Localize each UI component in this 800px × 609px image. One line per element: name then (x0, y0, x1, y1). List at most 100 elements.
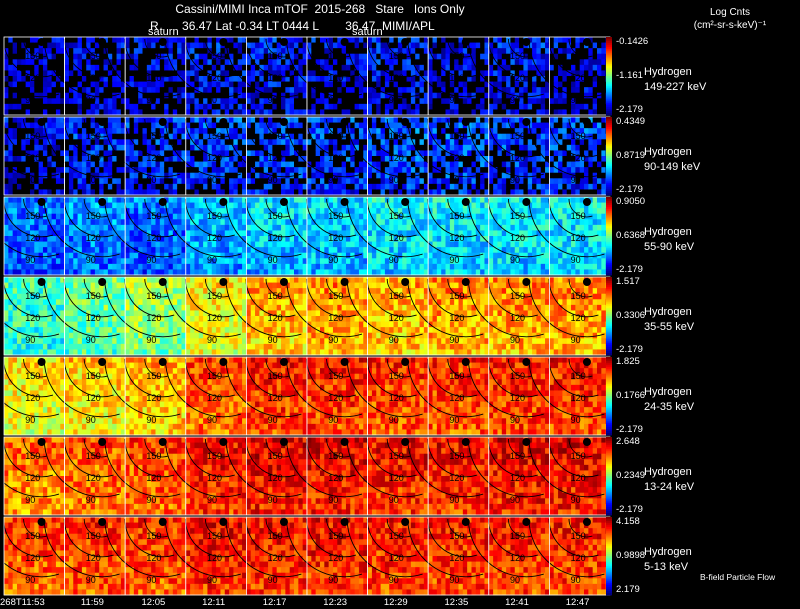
heatmap-cell (229, 202, 234, 209)
heatmap-cell (125, 128, 130, 135)
heatmap-cell (55, 197, 61, 203)
heatmap-cell (242, 53, 247, 60)
heatmap-cell (168, 76, 174, 82)
heatmap-cell (328, 59, 334, 66)
heatmap-cell (133, 183, 139, 190)
heatmap-cell (29, 64, 35, 71)
heatmap-cell (471, 37, 477, 43)
heatmap-cell (8, 48, 14, 55)
heatmap-cell (224, 172, 230, 179)
heatmap-cell (237, 76, 243, 82)
heatmap-cell (138, 117, 143, 123)
heatmap-cell (229, 117, 234, 123)
heatmap-cell (553, 42, 559, 49)
saturn-marker (461, 118, 470, 126)
heatmap-cell (116, 178, 122, 185)
heatmap-cell (224, 224, 230, 231)
heatmap-cell (55, 156, 61, 162)
heatmap-cell (64, 178, 70, 185)
heatmap-cell (294, 81, 299, 88)
heatmap-cell (285, 64, 291, 71)
heatmap-cell (77, 117, 83, 123)
heatmap-cell (68, 103, 74, 110)
heatmap-cell (493, 183, 498, 190)
heatmap-cell (12, 252, 18, 259)
heatmap-cell (42, 172, 48, 179)
heatmap-cell (545, 64, 550, 71)
heatmap-cell (575, 53, 581, 60)
heatmap-cell (64, 109, 70, 116)
heatmap-cell (16, 42, 22, 49)
heatmap-cell (86, 81, 91, 88)
heatmap-cell (471, 87, 477, 94)
heatmap-cell (545, 109, 550, 116)
heatmap-cell (384, 189, 390, 196)
heatmap-cell (77, 183, 83, 190)
heatmap-cell (107, 87, 113, 94)
heatmap-cell (237, 139, 243, 146)
saturn-marker (522, 118, 531, 126)
heatmap-cell (415, 117, 420, 123)
heatmap-cell (55, 258, 61, 265)
heatmap-cell (553, 59, 559, 66)
heatmap-cell (536, 133, 542, 140)
heatmap-cell (406, 117, 412, 123)
heatmap-cell (281, 76, 286, 82)
heatmap-cell (354, 178, 360, 185)
heatmap-cell (276, 150, 282, 157)
heatmap-cell (584, 59, 589, 66)
heatmap-cell (164, 224, 169, 231)
heatmap-cell (311, 92, 317, 99)
heatmap-cell (597, 161, 602, 168)
heatmap-cell (194, 92, 200, 99)
heatmap-cell (68, 133, 74, 140)
heatmap-cell (445, 53, 451, 60)
heatmap-cell (155, 117, 161, 123)
colorbar-step (606, 138, 612, 141)
heatmap-cell (536, 122, 542, 129)
heatmap-cell (38, 161, 44, 168)
heatmap-cell (363, 178, 368, 185)
heatmap-cell (575, 103, 581, 110)
heatmap-cell (190, 183, 195, 190)
heatmap-cell (25, 247, 31, 254)
heatmap-cell (506, 53, 511, 60)
heatmap-cell (311, 53, 317, 60)
heatmap-cell (458, 183, 464, 190)
heatmap-cell (164, 258, 169, 265)
heatmap-cell (211, 139, 217, 146)
heatmap-cell (345, 76, 351, 82)
heatmap-cell (393, 103, 399, 110)
heatmap-cell (332, 178, 338, 185)
heatmap-cell (350, 92, 356, 99)
heatmap-cell (445, 156, 451, 162)
heatmap-cell (246, 156, 252, 162)
heatmap-cell (319, 133, 325, 140)
heatmap-cell (532, 64, 537, 71)
heatmap-cell (116, 258, 122, 265)
heatmap-cell (12, 208, 18, 215)
heatmap-cell (129, 37, 135, 43)
heatmap-cell (64, 183, 70, 190)
heatmap-cell (4, 64, 9, 71)
heatmap-cell (579, 156, 585, 162)
heatmap-cell (415, 122, 420, 129)
heatmap-cell (116, 139, 122, 146)
heatmap-cell (341, 161, 347, 168)
heatmap-cell (129, 269, 135, 276)
heatmap-cell (467, 144, 472, 151)
heatmap-cell (129, 150, 135, 157)
heatmap-cell (540, 133, 546, 140)
heatmap-cell (263, 178, 269, 185)
heatmap-cell (164, 247, 169, 254)
heatmap-cell (328, 133, 334, 140)
heatmap-cell (51, 87, 57, 94)
heatmap-cell (4, 183, 9, 190)
heatmap-cell (86, 236, 91, 242)
heatmap-cell (233, 98, 239, 105)
heatmap-cell (255, 37, 260, 43)
heatmap-cell (190, 139, 195, 146)
heatmap-cell (454, 161, 459, 168)
colorbar-step (606, 77, 612, 81)
